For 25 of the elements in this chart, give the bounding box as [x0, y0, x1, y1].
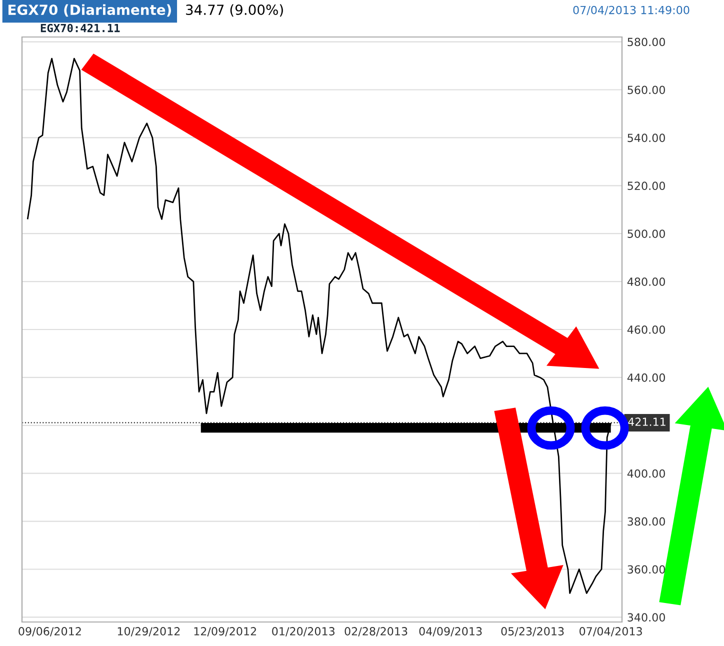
chart-title: EGX70 (Diariamente) — [8, 4, 171, 17]
x-tick-label: 12/09/2012 — [194, 627, 256, 636]
x-tick-label: 02/28/2013 — [344, 627, 408, 636]
y-tick-label: 580.00 — [628, 38, 665, 46]
y-tick-label: 520.00 — [628, 182, 665, 190]
x-tick-label: 01/20/2013 — [272, 627, 334, 636]
y-tick-label: 560.00 — [628, 86, 665, 94]
x-tick-label: 07/04/2013 — [580, 627, 642, 636]
ref-line-label: 421.11 — [628, 418, 666, 426]
text: 07/04/2013 11:49:00 — [573, 6, 690, 16]
y-tick-label: 380.00 — [628, 517, 665, 526]
y-tick-label: 340.00 — [628, 613, 665, 622]
x-tick-label: 09/06/2012 — [18, 627, 81, 636]
y-tick-label: 440.00 — [627, 373, 665, 382]
y-tick-label: 460.00 — [627, 325, 665, 334]
x-tick-label: 05/23/2013 — [501, 627, 564, 636]
x-tick-label: 10/29/2012 — [118, 627, 180, 636]
y-tick-label: 360.00 — [628, 565, 665, 574]
x-tick-label: 04/09/2013 — [419, 627, 482, 636]
y-tick-label: 540.00 — [628, 134, 665, 142]
y-tick-label: 500.00 — [628, 230, 665, 238]
chart-subtitle: 34.77 (9.00%) — [186, 4, 283, 17]
text: EGX70:421.11 — [40, 24, 120, 32]
y-tick-label: 480.00 — [627, 278, 665, 286]
y-tick-label: 400.00 — [627, 469, 665, 478]
